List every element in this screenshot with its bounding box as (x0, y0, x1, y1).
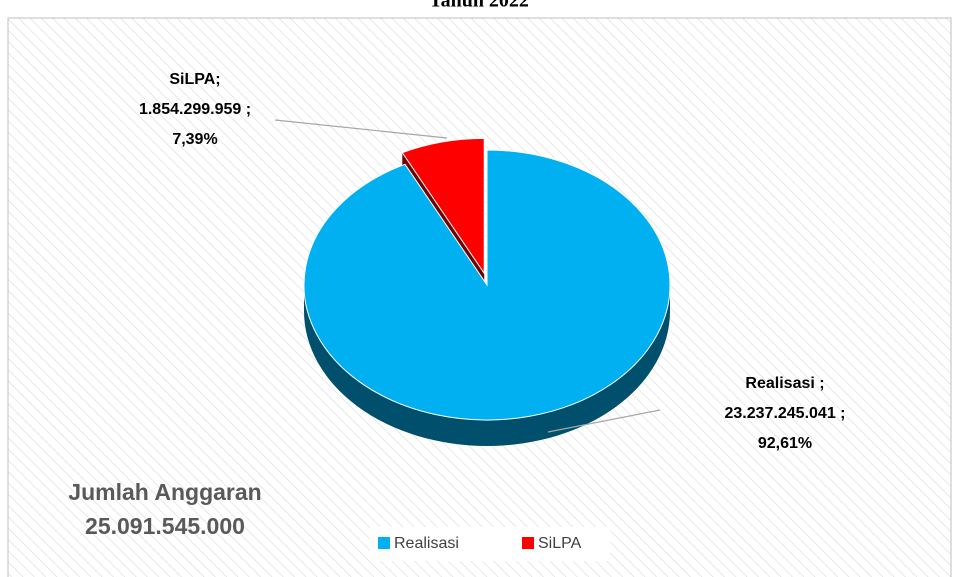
legend-label: Realisasi (394, 535, 459, 552)
annotation: Jumlah Anggaran (68, 479, 261, 505)
data-label: SiLPA; (169, 71, 220, 88)
legend-swatch (522, 537, 534, 549)
data-label: 23.237.245.041 ; (725, 405, 846, 422)
slice-side (304, 285, 670, 446)
data-label: 7,39% (172, 131, 217, 148)
data-label: Realisasi ; (745, 375, 824, 392)
slice (401, 137, 485, 275)
data-label: 92,61% (758, 435, 812, 452)
slice (303, 149, 671, 421)
leader-line (547, 409, 661, 433)
legend-box (370, 527, 610, 561)
legend-label: SiLPA (538, 535, 582, 552)
legend-swatch (378, 537, 390, 549)
data-label: 1.854.299.959 ; (139, 101, 251, 118)
chart-title: Tahun 2022 (429, 0, 529, 12)
annotation: 25.091.545.000 (85, 513, 245, 539)
leader-line (274, 119, 448, 139)
